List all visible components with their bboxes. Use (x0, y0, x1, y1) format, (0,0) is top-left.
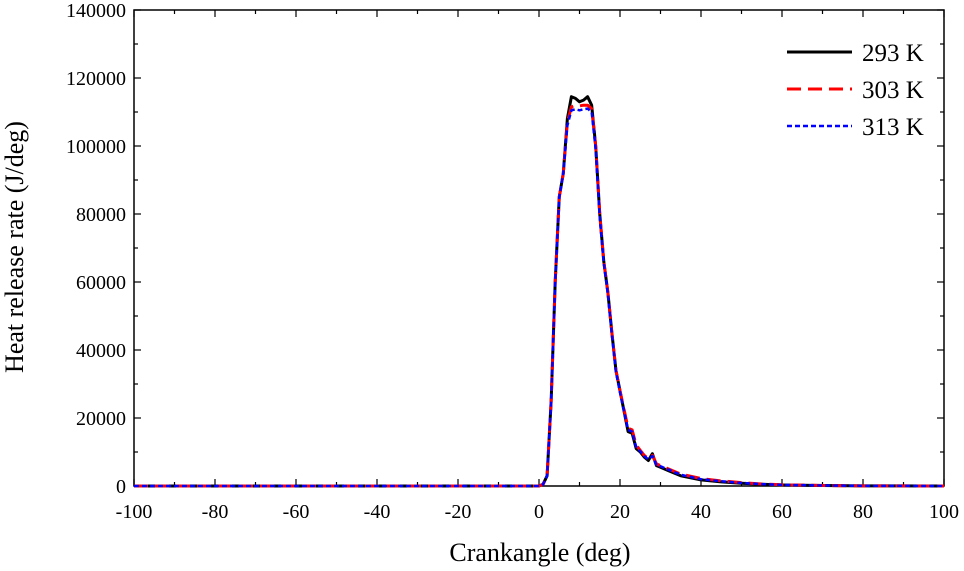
x-tick-label: -60 (283, 501, 310, 523)
legend-label: 313 K (862, 114, 924, 141)
series-line (134, 95, 945, 488)
y-tick-label: 0 (116, 476, 126, 498)
x-tick-label: 0 (534, 501, 544, 523)
y-tick-label: 140000 (66, 0, 126, 22)
x-tick-label: -20 (445, 501, 472, 523)
x-tick-label: 100 (929, 501, 959, 523)
x-tick-label: -40 (364, 501, 391, 523)
legend-label: 293 K (862, 40, 924, 67)
legend-label: 303 K (862, 77, 924, 104)
x-tick-label: -100 (116, 501, 153, 523)
x-axis-title: Crankangle (deg) (449, 538, 630, 567)
y-axis-title: Heat release rate (J/deg) (0, 121, 29, 373)
x-tick-label: 20 (610, 501, 630, 523)
y-tick-label: 60000 (76, 272, 126, 294)
series-line (134, 107, 945, 488)
series-line (134, 103, 945, 488)
y-tick-label: 100000 (66, 136, 126, 158)
axes: -100 -80 -60 -40 -20 0 20 40 60 80 100 0 20000 40000 6… (66, 0, 959, 523)
y-tick-label: 40000 (76, 340, 126, 362)
y-tick-label: 80000 (76, 204, 126, 226)
x-tick-label: 60 (772, 501, 792, 523)
legend: 293 K 303 K 313 K (787, 40, 924, 141)
series-layer (134, 95, 945, 488)
x-tick-label: 40 (691, 501, 711, 523)
x-tick-label: -80 (202, 501, 229, 523)
plot-frame (133, 9, 945, 487)
y-tick-label: 120000 (66, 68, 126, 90)
y-tick-label: 20000 (76, 408, 126, 430)
x-tick-label: 80 (853, 501, 873, 523)
